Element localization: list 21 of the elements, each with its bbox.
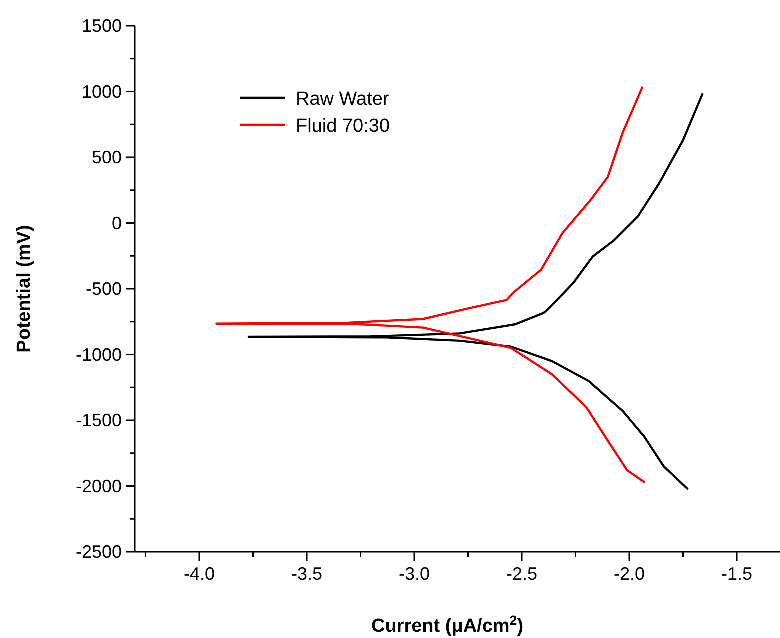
x-axis-title: Current (μA/cm$^{2}$) (371, 612, 524, 637)
line-series (216, 86, 646, 484)
legend-label: Fluid 70:30 (296, 116, 390, 137)
y-tick-label: 1500 (82, 16, 122, 36)
x-tick-label: -3.5 (291, 564, 323, 584)
legend-label: Raw Water (296, 89, 390, 110)
x-tick-label: -2.0 (614, 564, 646, 584)
x-tick-label: -2.5 (506, 564, 538, 584)
y-tick-label: -2000 (76, 476, 122, 496)
y-tick-label: -1500 (76, 410, 122, 430)
y-tick-label: 0 (112, 213, 122, 234)
y-tick-label: -2500 (76, 542, 122, 562)
y-tick-label: 500 (92, 148, 122, 168)
x-tick-label: -3.0 (398, 564, 430, 584)
y-axis-title: Potential (mV) (14, 225, 35, 353)
line-series (248, 93, 704, 490)
x-tick-label: -4.0 (184, 564, 216, 584)
x-tick-label: -1.5 (721, 564, 753, 584)
y-tick-label: 1000 (82, 82, 122, 102)
y-tick-label: -1000 (76, 344, 122, 365)
y-tick-label: -500 (86, 279, 122, 299)
